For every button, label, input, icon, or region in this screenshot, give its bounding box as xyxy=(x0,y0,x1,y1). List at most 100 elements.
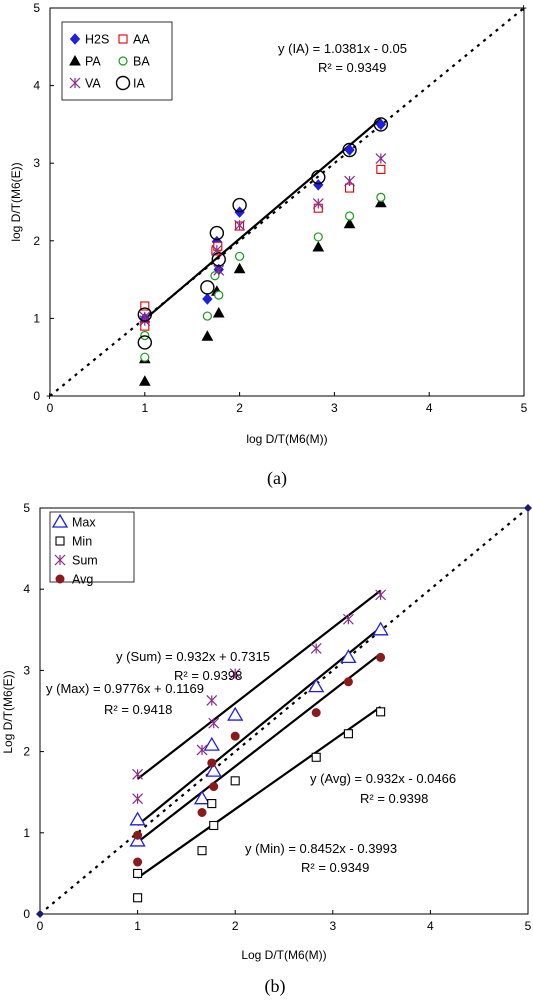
x-tick-label: 5 xyxy=(525,919,532,933)
point-max xyxy=(203,736,220,751)
panel-b-eq-sum: y (Sum) = 0.932x + 0.7315 xyxy=(116,649,270,664)
x-tick-label: 0 xyxy=(37,919,44,933)
y-tick-label: 3 xyxy=(33,156,40,170)
point-h2s xyxy=(202,293,213,305)
point-ia xyxy=(209,225,225,241)
y-tick-label: 4 xyxy=(23,582,30,596)
point-max xyxy=(308,678,325,693)
point-ba xyxy=(235,251,245,261)
legend-marker-ba xyxy=(118,56,128,66)
legend-marker-sum xyxy=(54,554,66,566)
point-sum xyxy=(342,613,354,625)
panel-b-x-ticks: 0 1 2 3 4 5 xyxy=(37,910,532,933)
panel-a-x-ticks: 0 1 2 3 4 5 xyxy=(47,392,528,415)
point-ba xyxy=(210,271,220,281)
panel-a-legend: H2S AA PA BA VA IA xyxy=(61,21,173,101)
point-va xyxy=(213,264,225,276)
y-tick-label: 5 xyxy=(23,501,30,515)
x-tick-label: 2 xyxy=(236,401,243,415)
point-ia xyxy=(311,169,326,185)
point-min xyxy=(207,799,217,809)
point-pa xyxy=(212,306,225,318)
x-tick-label: 1 xyxy=(134,919,141,933)
point-ia xyxy=(232,197,247,213)
legend-marker-min xyxy=(55,536,65,546)
y-tick-label: 3 xyxy=(23,663,30,677)
point-avg xyxy=(133,830,143,840)
legend-label-ba: BA xyxy=(133,55,150,69)
panel-b-r2-min: R² = 0.9349 xyxy=(301,860,369,875)
identity-line xyxy=(49,7,525,397)
legend-marker-va xyxy=(69,77,81,89)
point-avg xyxy=(197,808,207,817)
point-aa xyxy=(376,164,386,174)
point-pa xyxy=(138,375,151,386)
point-max xyxy=(205,762,222,777)
panel-a-x-axis-label: log D/T(M6(M)) xyxy=(246,432,327,446)
panel-a-plot-frame xyxy=(49,7,525,397)
point-sum xyxy=(229,668,241,680)
point-va xyxy=(344,175,355,187)
point-h2s xyxy=(375,118,387,131)
point-ia xyxy=(137,307,153,322)
legend-label-h2s: H2S xyxy=(85,33,109,47)
x-tick-label: 1 xyxy=(141,401,148,415)
point-sum xyxy=(132,768,144,780)
point-h2s xyxy=(344,144,355,156)
y-tick-label: 2 xyxy=(33,234,40,248)
point-min xyxy=(343,729,353,739)
legend-marker-pa xyxy=(69,54,81,66)
regression-line-sum xyxy=(136,589,382,780)
panel-b-r2-max: R² = 0.9418 xyxy=(104,702,172,717)
point-avg xyxy=(230,731,240,741)
point-max xyxy=(227,706,244,721)
point-min xyxy=(133,868,143,878)
panel-a-r2-ia: R² = 0.9349 xyxy=(318,60,386,75)
panel-b-r2-sum: R² = 0.9398 xyxy=(174,668,242,683)
legend-marker-h2s xyxy=(69,33,81,45)
point-ba xyxy=(344,211,355,221)
legend-label-sum: Sum xyxy=(72,554,98,568)
corner-plus-marker: + xyxy=(520,1,527,15)
point-ba xyxy=(140,352,150,362)
point-avg xyxy=(209,782,219,792)
identity-line xyxy=(39,507,529,915)
point-ia xyxy=(137,335,153,350)
point-va xyxy=(312,198,324,209)
x-tick-label: 2 xyxy=(232,919,239,933)
legend-marker-avg xyxy=(55,574,65,584)
point-max xyxy=(372,621,389,636)
point-h2s xyxy=(313,179,324,191)
point-ba xyxy=(202,311,212,321)
legend-label-pa: PA xyxy=(85,55,101,69)
x-tick-label: 3 xyxy=(329,919,336,933)
point-avg xyxy=(343,677,353,687)
panel-a-eq-ia: y (IA) = 1.0381x - 0.05 xyxy=(278,41,407,56)
point-min xyxy=(197,846,207,856)
point-min xyxy=(376,707,386,717)
regression-line-max xyxy=(136,626,382,826)
panel-b-r2-avg: R² = 0.9398 xyxy=(360,791,428,806)
legend-label-min: Min xyxy=(72,535,92,549)
x-tick-label: 4 xyxy=(427,919,434,933)
panel-b-eq-avg: y (Avg) = 0.932x - 0.0466 xyxy=(310,771,456,786)
y-tick-label: 4 xyxy=(33,79,40,93)
point-min xyxy=(311,752,321,762)
panel-b-plot-frame xyxy=(39,507,529,915)
panel-a-y-ticks: 0 1 2 3 4 5 xyxy=(33,1,54,403)
legend-marker-ia xyxy=(115,75,131,91)
point-avg xyxy=(207,758,217,768)
point-min xyxy=(230,776,240,786)
point-max xyxy=(129,811,146,826)
panel-a-lines: ++ xyxy=(46,1,527,403)
panel-a-caption: (a) xyxy=(267,468,287,489)
legend-marker-aa xyxy=(118,34,128,44)
x-tick-label: 4 xyxy=(426,401,433,415)
panel-b-y-ticks: 0 1 2 3 4 5 xyxy=(23,501,44,921)
legend-marker-max xyxy=(51,513,69,528)
point-pa xyxy=(233,262,246,274)
point-max xyxy=(340,649,357,664)
point-ia xyxy=(200,280,215,295)
origin-diamond-marker xyxy=(36,910,44,918)
